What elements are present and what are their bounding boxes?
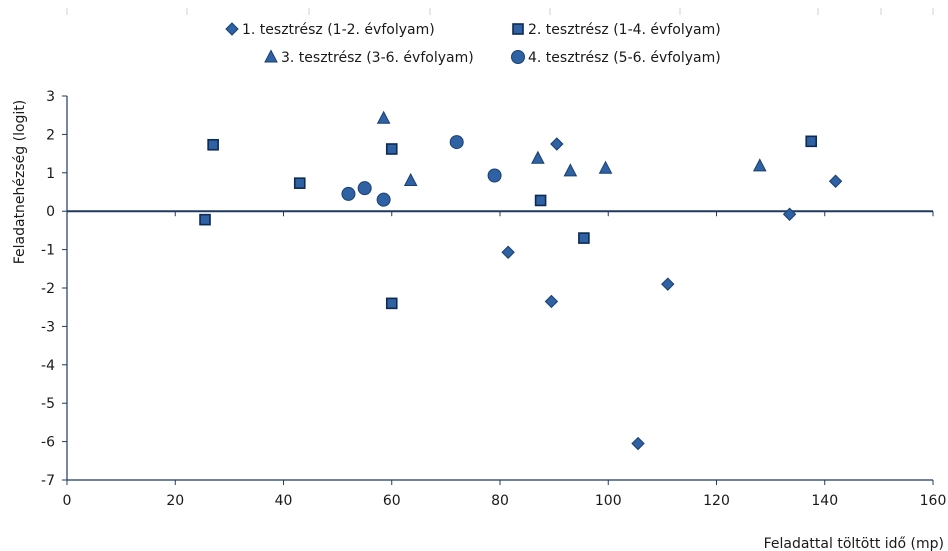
data-point-square — [293, 177, 306, 189]
data-point-circle — [449, 135, 464, 150]
data-point-triangle — [403, 172, 418, 186]
y-tick-label: -6 — [41, 435, 55, 451]
y-tick-label: -4 — [41, 358, 55, 374]
y-tick-label: -5 — [41, 396, 55, 412]
x-tick-label: 140 — [811, 493, 838, 509]
data-points — [199, 110, 843, 451]
data-point-circle — [376, 192, 391, 207]
data-point-circle — [357, 181, 372, 196]
legend-marker-square — [512, 23, 524, 35]
legend-label: 2. tesztrész (1-4. évfolyam) — [528, 22, 721, 38]
series-1 — [501, 137, 843, 451]
legend-marker-triangle — [264, 49, 278, 63]
x-tick-label: 60 — [383, 493, 401, 509]
y-tick-label: 2 — [46, 127, 55, 143]
x-tick-label: 100 — [595, 493, 622, 509]
data-point-diamond — [661, 277, 675, 291]
data-point-square — [207, 138, 219, 151]
data-point-diamond — [550, 137, 564, 151]
y-tick-label: -1 — [41, 243, 55, 259]
data-point-diamond — [782, 207, 797, 221]
x-axis: 0 20 40 60 80 100 120 140 160 — [63, 479, 947, 509]
x-tick-label: 160 — [920, 493, 947, 509]
legend-item: 4. tesztrész (5-6. évfolyam) — [511, 50, 721, 66]
x-axis-title: Feladattal töltött idő (mp) — [764, 536, 944, 551]
data-point-square — [578, 232, 590, 244]
data-point-diamond — [544, 294, 559, 309]
legend-item: 3. tesztrész (3-6. évfolyam) — [264, 49, 474, 66]
data-point-square — [534, 194, 547, 207]
x-tick-label: 20 — [166, 493, 184, 509]
data-point-triangle — [531, 150, 545, 164]
y-tick-label: -2 — [41, 281, 55, 297]
legend-item: 1. tesztrész (1-2. évfolyam) — [225, 22, 435, 38]
data-point-diamond — [501, 245, 515, 259]
x-tick-label: 120 — [703, 493, 730, 509]
top-axis-ticks — [66, 8, 934, 15]
x-tick-label: 80 — [491, 493, 509, 509]
data-point-square — [805, 135, 818, 148]
legend-label: 4. tesztrész (5-6. évfolyam) — [528, 50, 721, 66]
data-point-square — [199, 213, 211, 226]
data-point-triangle — [598, 160, 613, 174]
legend-marker-diamond — [225, 22, 239, 36]
data-point-triangle — [376, 110, 391, 124]
series-4 — [341, 135, 502, 207]
zero-line — [66, 210, 934, 217]
legend-item: 2. tesztrész (1-4. évfolyam) — [512, 22, 721, 38]
data-point-square — [385, 143, 398, 155]
legend-marker-circle — [511, 50, 525, 64]
legend-label: 1. tesztrész (1-2. évfolyam) — [242, 22, 435, 38]
data-point-square — [385, 297, 398, 310]
data-point-diamond — [828, 174, 843, 188]
legend: 1. tesztrész (1-2. évfolyam) 2. tesztrész… — [225, 22, 721, 66]
data-point-triangle — [563, 163, 578, 177]
legend-label: 3. tesztrész (3-6. évfolyam) — [281, 50, 474, 66]
series-3 — [376, 110, 767, 186]
x-tick-label: 40 — [275, 493, 293, 509]
data-point-circle — [341, 186, 356, 201]
x-tick-label: 0 — [63, 493, 72, 509]
data-point-diamond — [631, 436, 645, 451]
data-point-triangle — [752, 158, 767, 172]
y-tick-label: 1 — [46, 166, 55, 182]
series-2 — [199, 135, 818, 310]
y-axis-title: Feladatnehézség (logit) — [12, 100, 28, 265]
y-tick-label: -3 — [41, 319, 55, 335]
y-tick-label: 0 — [46, 204, 55, 220]
y-tick-label: 3 — [46, 89, 55, 105]
y-axis: 3 2 1 0 -1 -2 -3 -4 -5 -6 -7 — [41, 89, 68, 489]
data-point-circle — [487, 168, 502, 183]
y-tick-label: -7 — [41, 473, 55, 489]
